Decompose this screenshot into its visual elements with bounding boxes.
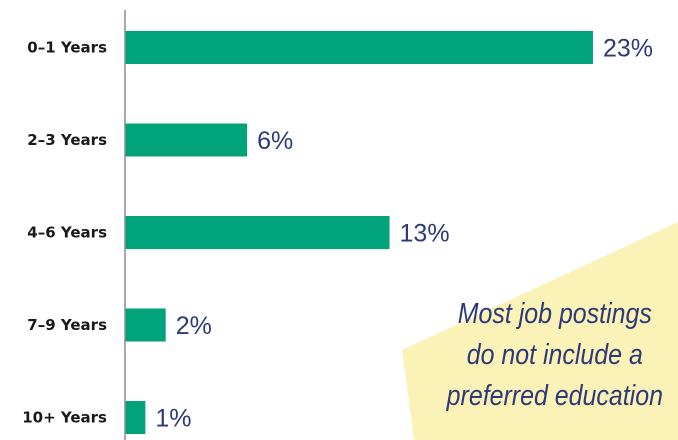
callout-line: Most job postings: [457, 298, 652, 330]
category-label: 4–6 Years: [27, 224, 107, 242]
value-label: 23%: [603, 35, 653, 63]
bar: [125, 401, 146, 434]
category-labels: 0–1 Years 2–3 Years 4–6 Years 7–9 Years 10+ …: [22, 39, 107, 427]
callout-box: Most job postings do not include a prefe…: [400, 270, 678, 440]
bar: [125, 216, 390, 249]
category-label: 0–1 Years: [27, 39, 107, 57]
callout-text: Most job postings do not include a prefe…: [400, 294, 678, 417]
value-label: 13%: [400, 220, 450, 248]
value-label: 1%: [155, 405, 191, 433]
category-label: 2–3 Years: [27, 131, 107, 149]
callout-line: preferred education: [446, 380, 663, 412]
bar: [125, 308, 166, 342]
bar: [125, 123, 248, 157]
value-label: 6%: [257, 127, 293, 155]
category-label: 10+ Years: [22, 409, 107, 427]
value-label: 2%: [176, 312, 212, 340]
bar: [125, 31, 593, 64]
callout-line: do not include a: [466, 339, 643, 371]
bars-layer: [125, 31, 593, 434]
category-label: 7–9 Years: [27, 316, 107, 334]
